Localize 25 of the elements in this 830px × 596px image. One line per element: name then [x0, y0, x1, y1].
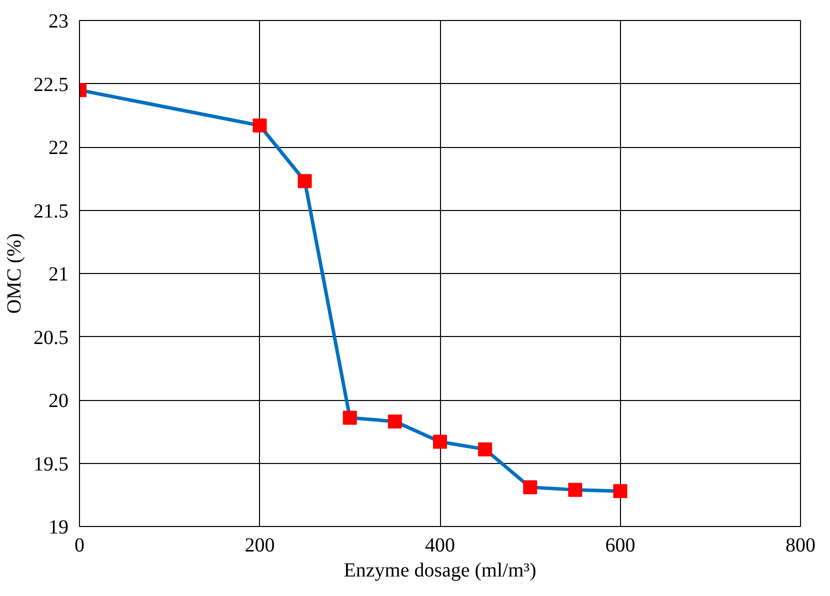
point	[252, 118, 267, 132]
x-tick-label: 800	[786, 534, 816, 556]
point	[523, 480, 538, 494]
y-tick-label: 23	[48, 10, 68, 32]
x-tick-label: 400	[425, 534, 455, 556]
point	[433, 434, 447, 449]
point	[388, 414, 402, 429]
y-tick-label: 20.5	[34, 326, 68, 349]
point	[342, 410, 357, 425]
x-tick-label: 0	[74, 534, 84, 556]
x-tick-label: 600	[605, 534, 636, 556]
x-axis-title: Enzyme dosage (ml/m³)	[344, 560, 536, 582]
y-tick-label: 21	[48, 264, 68, 286]
y-axis-title: OMC (%)	[4, 233, 26, 314]
y-tick-label: 19	[48, 516, 68, 538]
y-tick-label: 22	[48, 137, 68, 159]
point	[478, 442, 492, 456]
y-tick-label: 20	[48, 390, 68, 412]
y-tick-label: 22.5	[34, 74, 68, 96]
y-tick-label: 21.5	[34, 200, 68, 222]
point	[568, 482, 582, 497]
point	[298, 174, 312, 188]
x-tick-label: 200	[244, 534, 275, 556]
y-tick-label: 19.5	[34, 453, 68, 476]
point	[613, 484, 628, 498]
